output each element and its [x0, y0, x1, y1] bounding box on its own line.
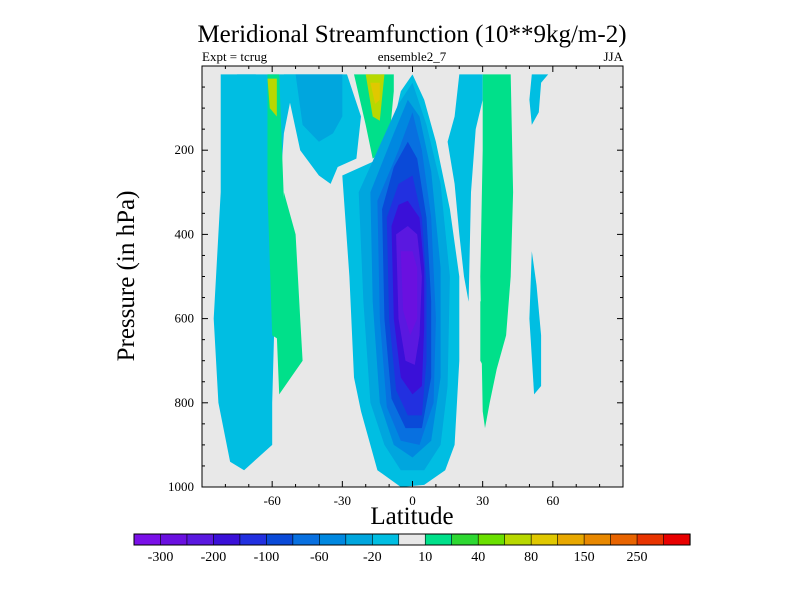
- y-tick-label: 400: [175, 226, 195, 241]
- colorbar-label: -100: [254, 550, 280, 565]
- colorbar-labels: -300 -200 -100 -60 -20 10 40 80 150 250: [148, 550, 648, 565]
- contour-nh-light: [447, 74, 483, 302]
- colorbar-swatch: [213, 533, 241, 546]
- x-tick-label: 0: [409, 493, 416, 508]
- subtitle-season: JJA: [603, 49, 623, 64]
- colorbar-swatch: [160, 533, 188, 546]
- y-tick-label: 200: [175, 142, 195, 157]
- plot-area: -60 -30 0 30 60 200 400 600 800 1000: [168, 65, 624, 508]
- colorbar-swatch: [319, 533, 347, 546]
- contour-sh-yellow: [267, 78, 277, 117]
- colorbar-swatch: [504, 533, 532, 546]
- colorbar-swatch: [186, 533, 215, 546]
- subtitle-ensemble: ensemble2_7: [378, 49, 447, 64]
- contour-nh-light-small: [529, 251, 542, 395]
- x-tick-label: 30: [476, 493, 489, 508]
- subtitle-expt: Expt = tcrug: [202, 49, 268, 64]
- colorbar-swatch: [583, 533, 612, 546]
- contour-nh-green-lower: [480, 293, 490, 370]
- colorbar-swatch: [451, 533, 479, 546]
- contour-midlat-light2: [295, 74, 343, 142]
- colorbar-label: -200: [201, 550, 227, 565]
- colorbar-swatch: [663, 533, 691, 546]
- colorbar-label: 40: [471, 550, 485, 565]
- colorbar-label: -20: [363, 550, 382, 565]
- colorbar-label: -60: [310, 550, 329, 565]
- colorbar: [133, 533, 691, 546]
- colorbar-swatch: [610, 533, 638, 546]
- colorbar-swatch: [266, 533, 294, 546]
- colorbar-swatch: [530, 533, 559, 546]
- colorbar-frame: [133, 533, 691, 546]
- x-tick-label: -60: [263, 493, 280, 508]
- x-tick-label: -30: [334, 493, 351, 508]
- colorbar-swatch: [398, 533, 426, 546]
- y-tick-label: 1000: [168, 479, 194, 494]
- x-axis-ticks: -60 -30 0 30 60: [224, 66, 601, 508]
- y-tick-label: 800: [175, 395, 195, 410]
- y-axis-ticks: 200 400 600 800 1000: [168, 86, 623, 494]
- colorbar-label: 80: [524, 550, 538, 565]
- y-tick-label: 600: [175, 311, 195, 326]
- contour-hadley-8: [400, 251, 418, 336]
- colorbar-swatch: [239, 533, 267, 546]
- colorbar-swatch: [557, 533, 585, 546]
- colorbar-swatch: [477, 533, 506, 546]
- x-axis-label: Latitude: [370, 503, 453, 530]
- colorbar-swatch: [636, 533, 665, 546]
- y-axis-label: Pressure (in hPa): [113, 191, 140, 362]
- colorbar-label: -300: [148, 550, 174, 565]
- colorbar-swatch: [424, 533, 453, 546]
- chart-title: Meridional Streamfunction (10**9kg/m-2): [197, 21, 626, 48]
- colorbar-label: 150: [574, 550, 595, 565]
- contour-trop-orange: [370, 82, 380, 104]
- x-tick-label: 60: [546, 493, 559, 508]
- colorbar-swatch: [371, 533, 400, 546]
- contour-layer: [213, 74, 549, 488]
- colorbar-swatch: [345, 533, 373, 546]
- colorbar-label: 250: [627, 550, 648, 565]
- colorbar-label: 10: [418, 550, 432, 565]
- colorbar-swatch: [133, 533, 162, 546]
- contour-sh-green-band: [267, 74, 284, 340]
- contour-nh-light-right: [529, 74, 549, 125]
- contour-sh-green-lower: [276, 192, 303, 395]
- colorbar-swatch: [292, 533, 320, 546]
